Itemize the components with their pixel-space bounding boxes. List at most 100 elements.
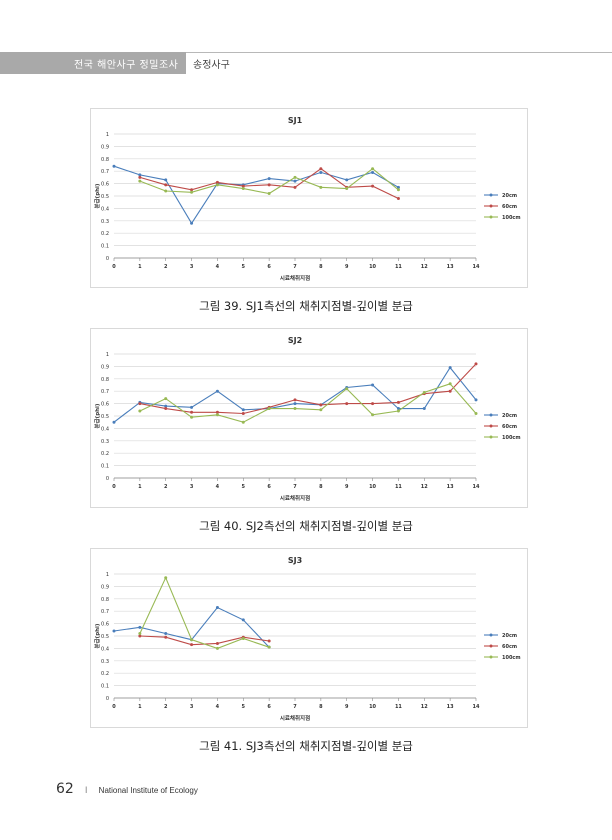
data-point-100cm <box>371 167 375 171</box>
chart-sj1: SJ1 0 0.1 0.2 0.3 0.4 0.5 0.6 0.7 0.8 0.9 1 0 1 2 3 4 5 6 7… <box>90 108 528 288</box>
data-point-20cm <box>267 177 271 181</box>
x-axis-label: 시료채취지점 <box>280 714 310 722</box>
data-point-60cm <box>319 167 323 171</box>
y-tick-label: 0.9 <box>101 364 109 370</box>
data-point-100cm <box>138 632 142 636</box>
x-tick-label: 3 <box>190 484 194 490</box>
legend-marker-100cm <box>489 655 493 659</box>
legend-marker-20cm <box>489 633 493 637</box>
data-point-100cm <box>319 185 323 189</box>
data-point-100cm <box>293 175 297 179</box>
data-point-100cm <box>190 190 194 194</box>
legend-marker-20cm <box>489 193 493 197</box>
y-axis-label: 분급(phi) <box>93 183 101 208</box>
data-point-100cm <box>215 413 219 417</box>
data-point-20cm <box>241 618 245 622</box>
y-tick-label: 0.8 <box>101 157 109 163</box>
x-tick-label: 4 <box>216 264 220 270</box>
data-point-100cm <box>215 646 219 650</box>
data-point-60cm <box>241 184 245 188</box>
legend-label-100cm: 100cm <box>502 215 521 221</box>
x-tick-label: 4 <box>216 484 220 490</box>
y-tick-label: 0.3 <box>101 219 109 225</box>
data-point-100cm <box>267 645 271 649</box>
data-point-20cm <box>396 185 400 189</box>
data-point-100cm <box>448 382 452 386</box>
data-point-100cm <box>164 576 168 580</box>
data-point-100cm <box>345 187 349 191</box>
y-tick-label: 0.9 <box>101 144 109 150</box>
x-tick-label: 12 <box>421 484 428 490</box>
chart-sj3: SJ3 0 0.1 0.2 0.3 0.4 0.5 0.6 0.7 0.8 0.9 1 0 1 2 3 4 5 6 7… <box>90 548 528 728</box>
y-tick-label: 0.2 <box>101 671 109 677</box>
data-point-60cm <box>190 643 194 647</box>
x-tick-label: 0 <box>112 264 116 270</box>
y-tick-label: 0.8 <box>101 597 109 603</box>
y-tick-label: 1 <box>106 352 109 358</box>
y-tick-label: 0.4 <box>101 646 109 652</box>
x-tick-label: 8 <box>319 264 323 270</box>
data-point-100cm <box>190 415 194 419</box>
data-point-20cm <box>371 383 375 387</box>
figure-caption-41: 그림 41. SJ3측선의 채취지점별-깊이별 분급 <box>199 739 413 753</box>
data-point-20cm <box>112 164 116 168</box>
y-tick-label: 0.2 <box>101 451 109 457</box>
x-tick-label: 10 <box>369 704 376 710</box>
y-tick-label: 0.5 <box>101 414 109 420</box>
x-tick-label: 14 <box>473 704 480 710</box>
x-axis-label: 시료채취지점 <box>280 274 310 282</box>
data-point-100cm <box>371 413 375 417</box>
data-point-60cm <box>138 175 142 179</box>
y-tick-label: 0.4 <box>101 426 109 432</box>
y-axis-label: 분급(phi) <box>93 403 101 428</box>
x-tick-label: 0 <box>112 704 116 710</box>
chart-title: SJ3 <box>288 556 302 565</box>
data-point-60cm <box>164 635 168 639</box>
x-tick-label: 1 <box>138 264 142 270</box>
legend-marker-60cm <box>489 424 493 428</box>
x-tick-label: 6 <box>267 484 271 490</box>
series-line-20cm <box>113 606 270 648</box>
x-tick-label: 11 <box>395 484 402 490</box>
data-point-60cm <box>293 398 297 402</box>
data-point-60cm <box>319 403 323 407</box>
data-point-60cm <box>396 400 400 404</box>
data-point-100cm <box>241 187 245 191</box>
legend-label-20cm: 20cm <box>502 193 517 199</box>
legend-marker-60cm <box>489 644 493 648</box>
data-point-100cm <box>190 638 194 642</box>
legend-marker-100cm <box>489 215 493 219</box>
legend-label-100cm: 100cm <box>502 655 521 661</box>
data-point-20cm <box>164 404 168 408</box>
x-axis-label: 시료채취지점 <box>280 494 310 502</box>
data-point-60cm <box>164 183 168 187</box>
data-point-20cm <box>345 178 349 182</box>
legend-marker-60cm <box>489 204 493 208</box>
data-point-60cm <box>371 184 375 188</box>
legend-label-60cm: 60cm <box>502 204 517 210</box>
x-tick-label: 0 <box>112 484 116 490</box>
x-tick-label: 3 <box>190 704 194 710</box>
x-tick-label: 14 <box>473 264 480 270</box>
x-tick-label: 2 <box>164 704 168 710</box>
x-tick-label: 4 <box>216 704 220 710</box>
y-tick-label: 1 <box>106 132 109 138</box>
data-point-60cm <box>371 402 375 406</box>
data-point-20cm <box>448 366 452 370</box>
y-tick-label: 0.3 <box>101 659 109 665</box>
data-point-20cm <box>474 398 478 402</box>
series-line-20cm <box>113 165 399 225</box>
data-point-100cm <box>345 387 349 391</box>
x-tick-label: 8 <box>319 484 323 490</box>
x-tick-label: 9 <box>345 704 349 710</box>
x-tick-label: 11 <box>395 704 402 710</box>
data-point-100cm <box>164 189 168 193</box>
y-tick-label: 0.8 <box>101 377 109 383</box>
x-tick-label: 8 <box>319 704 323 710</box>
data-point-60cm <box>345 402 349 406</box>
header-subtitle: 송정사구 <box>193 60 230 71</box>
data-point-60cm <box>138 634 142 638</box>
data-point-20cm <box>138 173 142 177</box>
x-tick-label: 12 <box>421 704 428 710</box>
